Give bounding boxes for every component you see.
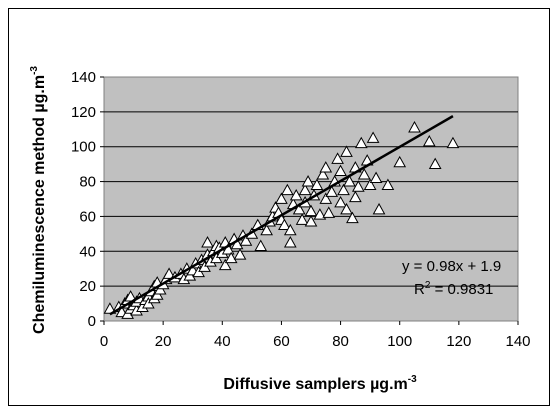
r-squared-value: = 0.9831: [430, 281, 493, 298]
regression-equation: y = 0.98x + 1.9: [402, 258, 501, 275]
scatter-point: [254, 239, 268, 251]
scatter-point: [408, 121, 421, 133]
scatter-point: [343, 175, 356, 187]
scatter-point: [357, 168, 371, 180]
scatter-point: [325, 185, 339, 197]
r-squared-superscript: 2: [425, 280, 431, 291]
scatter-point: [331, 152, 344, 164]
scatter-point: [224, 251, 238, 264]
x-tick-label: 80: [332, 333, 349, 350]
y-tick-label: 100: [71, 139, 96, 156]
r-squared-label: R2 = 0.9831: [414, 280, 493, 298]
scatter-point: [369, 171, 383, 183]
scatter-point: [283, 223, 297, 236]
x-tick-label: 100: [387, 333, 412, 350]
x-tick-label: 120: [446, 333, 471, 350]
scatter-point: [340, 202, 353, 215]
x-axis-ticks: 0 20 40 60 80 100 120 140: [100, 321, 531, 350]
x-axis-title-superscript: -3: [408, 374, 417, 385]
x-tick-label: 140: [505, 333, 530, 350]
scatter-point: [337, 183, 350, 196]
y-tick-label: 60: [79, 208, 96, 225]
scatter-point: [283, 236, 297, 248]
scatter-point: [295, 213, 309, 225]
scatter-point: [351, 180, 365, 192]
scatter-point: [298, 183, 312, 196]
scatter-point: [201, 236, 214, 248]
scatter-point: [304, 215, 318, 227]
scatter-point: [292, 202, 306, 215]
y-tick-label: 40: [79, 243, 96, 260]
x-axis-title: Diffusive samplers µg.m-3: [223, 374, 417, 393]
scatter-point: [340, 145, 353, 157]
y-tick-label: 140: [71, 69, 96, 86]
scatter-point: [316, 168, 330, 180]
scatter-point: [393, 155, 407, 168]
scatter-point: [162, 267, 176, 279]
y-tick-label: 80: [79, 174, 96, 191]
scatter-point: [334, 195, 347, 208]
x-tick-label: 20: [155, 333, 172, 350]
scatter-point: [310, 178, 324, 190]
y-axis-title-text: Chemiluminescence method µg.m: [31, 75, 48, 334]
x-axis-title-text: Diffusive samplers µg.m: [223, 376, 407, 393]
scatter-point: [349, 190, 362, 203]
scatter-point: [363, 178, 377, 190]
scatter-point: [381, 178, 395, 190]
scatter-point: [319, 192, 333, 204]
y-tick-label: 20: [79, 278, 96, 295]
scatter-point: [319, 161, 333, 173]
y-axis-title-superscript: -3: [29, 66, 40, 75]
scatter-point: [218, 258, 232, 271]
scatter-point: [428, 157, 442, 170]
scatter-point: [280, 183, 294, 196]
y-tick-label: 0: [88, 313, 96, 330]
scatter-point: [372, 202, 386, 215]
scatter-point: [278, 218, 291, 231]
y-axis-ticks: 0 20 40 60 80 100 120 140: [71, 69, 104, 330]
scatter-point: [366, 131, 380, 143]
x-tick-label: 60: [273, 333, 290, 350]
x-tick-label: 0: [100, 333, 108, 350]
y-tick-label: 120: [71, 104, 96, 121]
scatter-point: [322, 206, 336, 218]
scatter-point: [260, 223, 273, 236]
data-points: [103, 121, 460, 319]
scatter-point: [422, 134, 436, 147]
x-tick-label: 40: [214, 333, 231, 350]
scatter-point: [233, 248, 247, 260]
scatter-point: [301, 175, 315, 187]
scatter-point: [446, 136, 460, 149]
trendline: [109, 115, 454, 316]
r-squared-prefix: R: [414, 281, 425, 298]
scatter-point: [334, 164, 347, 177]
scatter-point: [313, 208, 327, 220]
scatter-point: [354, 136, 368, 149]
scatter-point: [346, 211, 359, 224]
y-axis-title: Chemiluminescence method µg.m-3: [29, 66, 48, 334]
scatter-point: [239, 234, 253, 246]
scatter-point: [275, 192, 288, 204]
